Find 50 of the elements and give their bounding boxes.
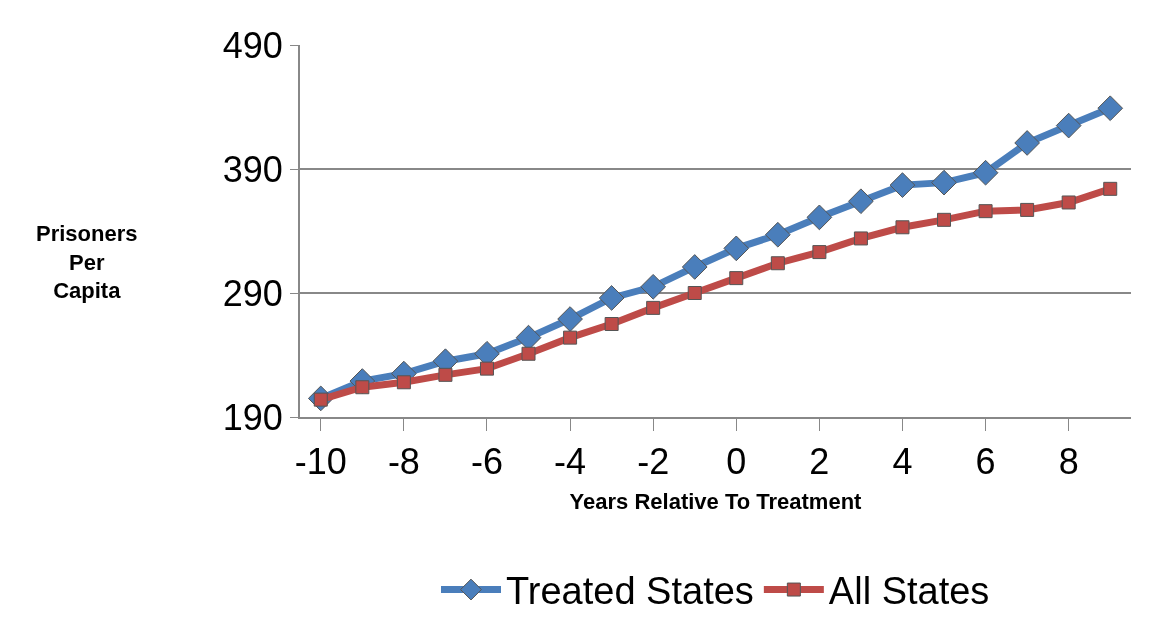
point [681,254,708,280]
y-tick-label: 390 [222,148,283,190]
x-tick-label: 4 [892,441,913,483]
point [1061,195,1076,210]
point [1020,202,1035,217]
point [972,159,999,186]
point [557,306,583,332]
point [438,367,453,382]
x-tick-label: -4 [554,441,587,483]
point [895,220,910,235]
point [1014,130,1040,156]
point [563,330,578,345]
point [598,285,625,311]
point [931,169,957,196]
point [812,245,827,260]
x-tick-label: 6 [975,441,996,483]
point [806,204,833,231]
point [853,231,868,246]
point [640,273,667,300]
point [646,300,661,315]
x-tick-label: -8 [387,441,420,483]
x-tick-label: 0 [726,441,747,483]
point [396,375,411,390]
point [764,221,791,248]
point [479,361,494,376]
x-tick-label: -6 [470,441,503,483]
point [848,188,874,215]
y-tick-label: 190 [222,396,283,438]
legend-label: Treated States [506,570,754,613]
point [937,212,952,227]
point [604,317,619,331]
point [1103,181,1118,196]
y-tick-label: 490 [222,24,283,66]
point [729,271,744,286]
point [521,346,536,361]
point [770,256,785,271]
point [687,286,702,300]
x-tick-label: -10 [294,441,347,483]
point [889,172,916,198]
x-tick-label: 8 [1058,441,1079,483]
point [1097,95,1124,122]
x-tick-label: 2 [809,441,830,483]
point [723,235,750,262]
x-tick-label: -2 [637,441,670,483]
point [1055,112,1082,139]
y-tick-label: 290 [222,272,283,314]
point [978,204,993,219]
y-axis-title: Prisoners Per Capita [36,221,138,304]
x-axis-title: Years Relative To Treatment [569,488,863,514]
legend-label: All States [828,570,990,613]
